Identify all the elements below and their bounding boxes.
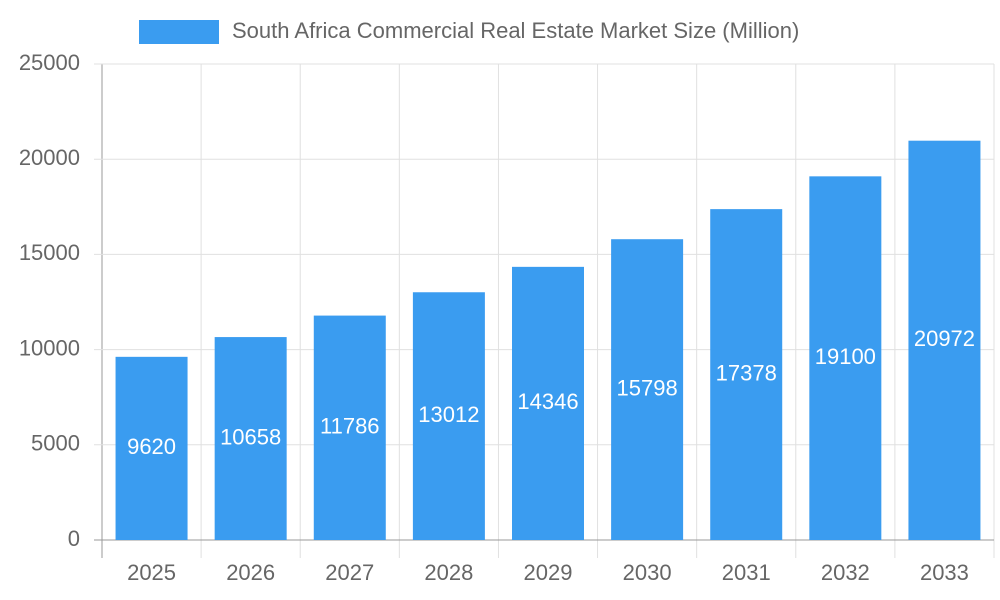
data-label: 15798 (617, 375, 678, 400)
bar (710, 209, 783, 541)
bar (611, 239, 684, 540)
bar (214, 337, 287, 540)
y-tick-label: 0 (68, 526, 80, 551)
x-tick-label: 2033 (920, 560, 969, 585)
x-tick-label: 2025 (127, 560, 176, 585)
bar (313, 315, 386, 540)
x-tick-label: 2029 (524, 560, 573, 585)
legend-label[interactable]: South Africa Commercial Real Estate Mark… (232, 18, 799, 43)
y-tick-label: 25000 (19, 50, 80, 75)
data-label: 11786 (320, 414, 380, 439)
x-tick-label: 2028 (424, 560, 473, 585)
data-label: 17378 (716, 360, 777, 385)
data-label: 20972 (914, 326, 975, 351)
x-tick-label: 2026 (226, 560, 275, 585)
legend-swatch[interactable] (139, 20, 219, 44)
bar (908, 140, 981, 540)
y-tick-label: 10000 (19, 335, 80, 360)
data-label: 13012 (418, 402, 479, 427)
y-tick-label: 5000 (31, 431, 80, 456)
bar (115, 356, 188, 540)
y-tick-label: 15000 (19, 240, 80, 265)
x-tick-label: 2031 (722, 560, 771, 585)
bar (809, 176, 882, 540)
y-tick-label: 20000 (19, 145, 80, 170)
bar (412, 292, 485, 540)
data-label: 9620 (127, 434, 176, 459)
x-tick-label: 2030 (623, 560, 672, 585)
data-label: 14346 (517, 389, 578, 414)
bar (512, 266, 584, 540)
data-label: 10658 (220, 424, 281, 449)
data-label: 19100 (815, 344, 876, 369)
x-tick-label: 2032 (821, 560, 870, 585)
x-tick-label: 2027 (325, 560, 374, 585)
